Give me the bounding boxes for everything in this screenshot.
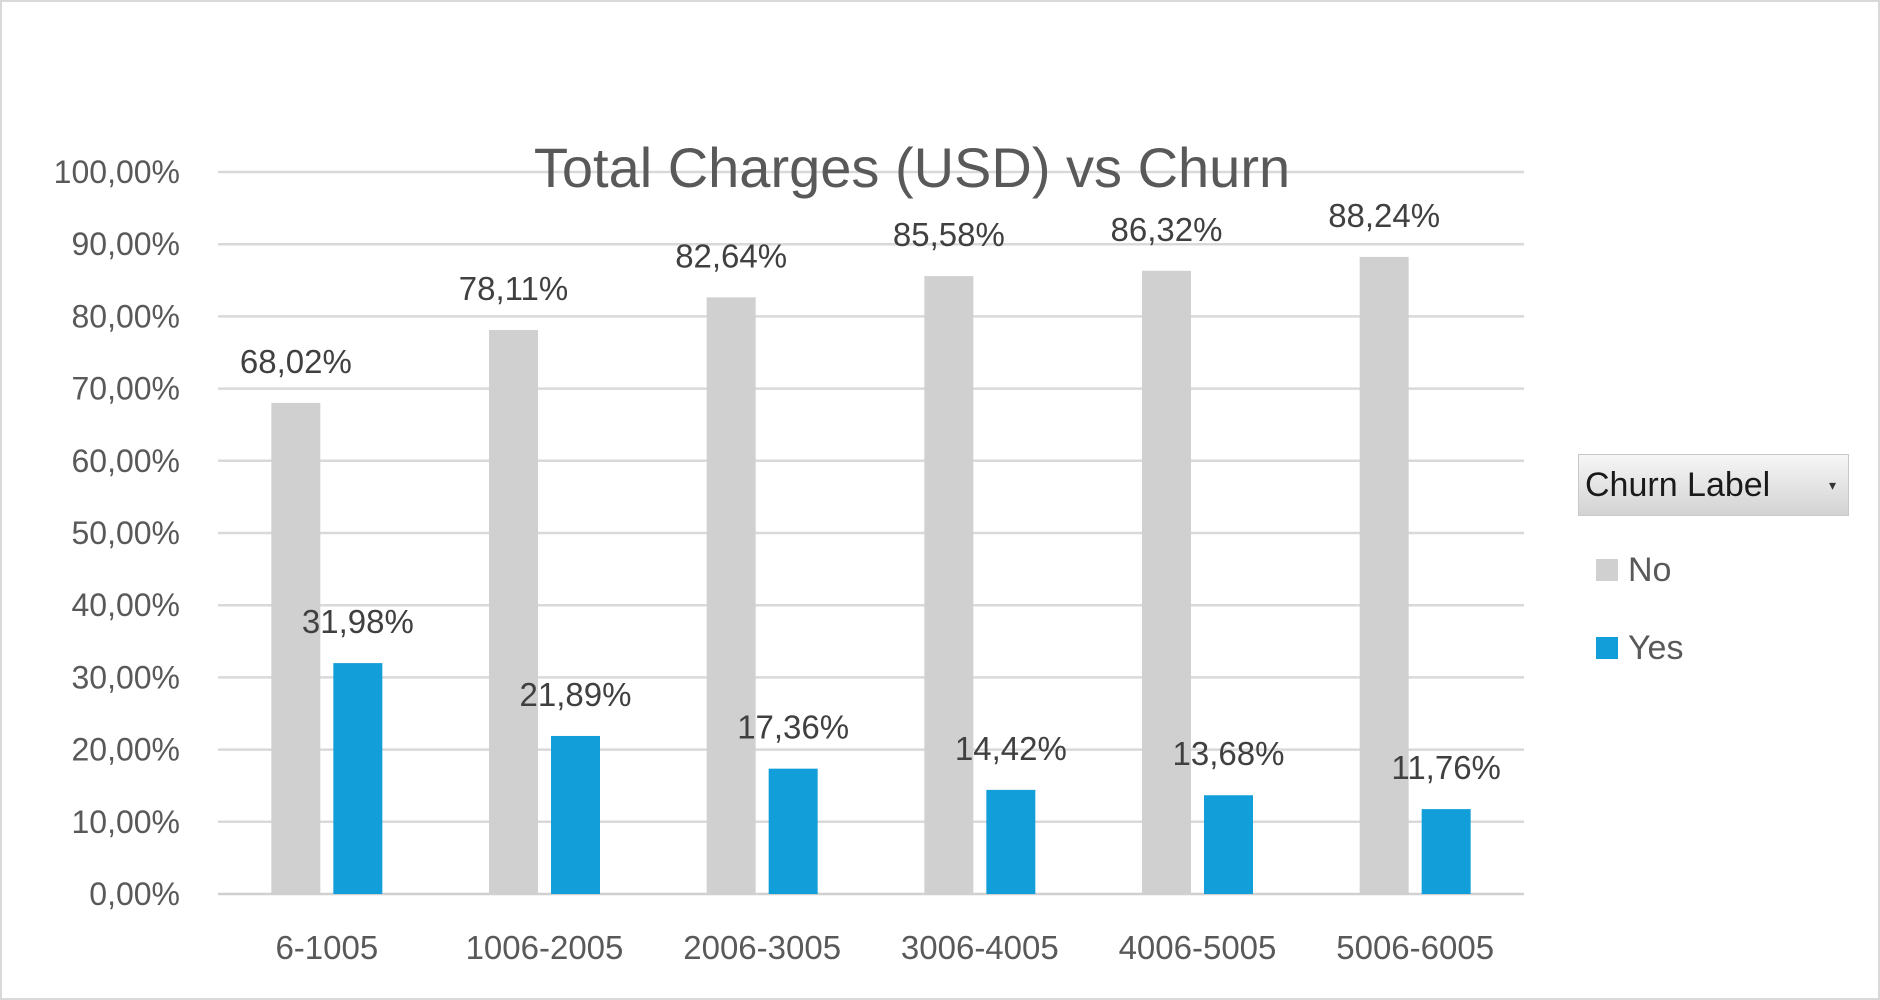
y-tick-label: 0,00%: [89, 876, 180, 912]
data-label-yes: 31,98%: [302, 603, 414, 640]
axis-layer: 0,00% 10,00% 20,00% 30,00% 40,00% 50,00% 60,00…: [54, 154, 1494, 966]
data-label-yes: 11,76%: [1391, 749, 1500, 786]
label-layer: 68,02% 31,98% 78,11% 21,89% 82,64% 17,36% 85,5…: [240, 197, 1501, 786]
data-label-yes: 21,89%: [520, 676, 632, 713]
data-label-yes: 17,36%: [737, 709, 849, 746]
bar-no: [706, 297, 756, 894]
y-tick-label: 40,00%: [71, 587, 180, 623]
chart-title: Total Charges (USD) vs Churn: [534, 136, 1290, 199]
legend: Churn Label ▾ No Yes: [1578, 454, 1849, 672]
data-label-no: 85,58%: [893, 216, 1005, 253]
bar-yes: [1204, 795, 1253, 894]
legend-swatch-yes: [1596, 637, 1618, 659]
bar-yes: [1421, 809, 1471, 894]
legend-title: Churn Label: [1585, 465, 1771, 504]
bar-yes: [768, 768, 818, 894]
y-tick-label: 30,00%: [71, 659, 180, 695]
data-label-no: 68,02%: [240, 343, 352, 380]
data-label-no: 82,64%: [675, 237, 787, 274]
bar-no: [271, 402, 321, 894]
bar-yes: [551, 735, 600, 894]
y-tick-label: 100,00%: [54, 154, 180, 190]
y-tick-label: 90,00%: [71, 226, 180, 262]
legend-filter-button[interactable]: Churn Label ▾: [1578, 454, 1849, 516]
bar-yes: [986, 789, 1036, 894]
bar-no: [1359, 256, 1409, 894]
data-label-no: 88,24%: [1328, 197, 1440, 234]
legend-item-no[interactable]: No: [1578, 546, 1849, 594]
y-tick-label: 20,00%: [71, 732, 180, 768]
x-tick-label: 3006-4005: [901, 929, 1059, 966]
bar-yes: [333, 663, 383, 894]
x-tick-label: 2006-3005: [683, 929, 841, 966]
dropdown-arrow-icon[interactable]: ▾: [1828, 476, 1836, 493]
y-tick-label: 70,00%: [71, 371, 180, 407]
y-tick-label: 50,00%: [71, 515, 180, 551]
y-tick-label: 10,00%: [71, 804, 180, 840]
legend-item-yes[interactable]: Yes: [1578, 624, 1849, 672]
y-tick-label: 80,00%: [71, 298, 180, 334]
grid-layer: [218, 170, 1524, 896]
legend-swatch-no: [1596, 559, 1618, 581]
bar-no: [924, 276, 974, 894]
x-tick-label: 1006-2005: [466, 929, 624, 966]
bar-no: [489, 330, 538, 895]
legend-label-yes: Yes: [1628, 628, 1684, 667]
bar-layer: [271, 256, 1471, 895]
x-tick-label: 5006-6005: [1336, 929, 1494, 966]
x-tick-label: 6-1005: [275, 929, 378, 966]
bar-no: [1142, 270, 1191, 894]
y-tick-label: 60,00%: [71, 443, 180, 479]
x-tick-label: 4006-5005: [1119, 929, 1277, 966]
data-label-no: 78,11%: [459, 270, 568, 307]
data-label-yes: 13,68%: [1173, 735, 1285, 772]
data-label-no: 86,32%: [1111, 211, 1223, 248]
legend-label-no: No: [1628, 550, 1672, 589]
data-label-yes: 14,42%: [955, 730, 1067, 767]
